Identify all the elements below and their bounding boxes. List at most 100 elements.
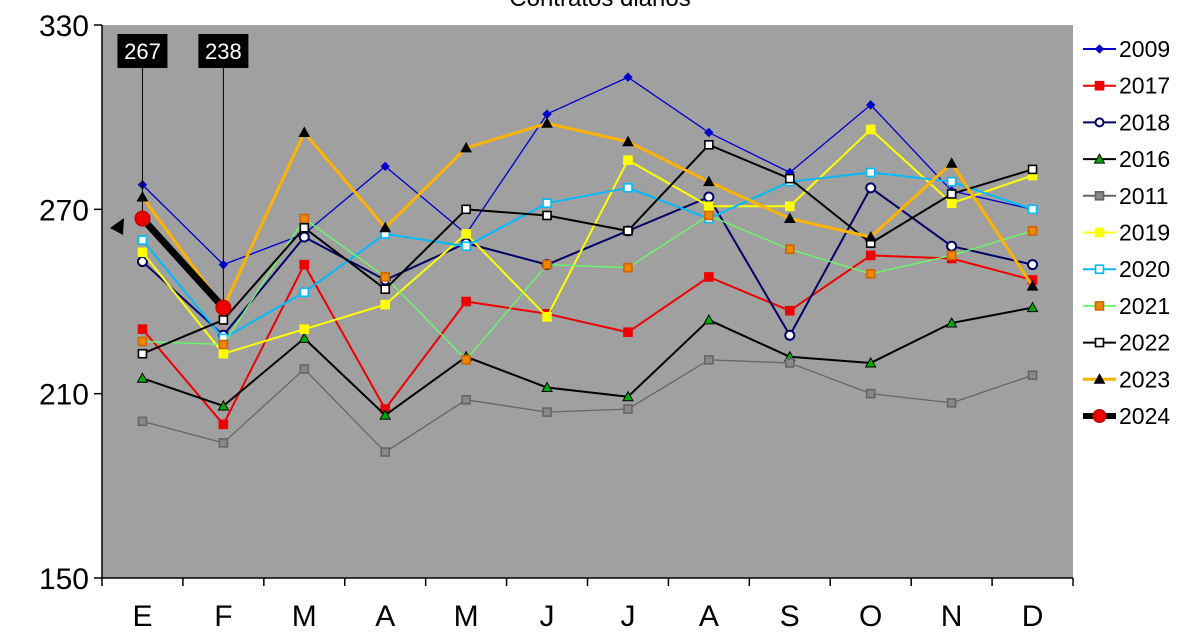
legend-label: 2019 — [1119, 220, 1170, 246]
legend-label: 2024 — [1119, 403, 1170, 429]
data-point-marker — [867, 125, 875, 133]
data-point-marker — [705, 211, 713, 219]
data-point-marker — [1029, 227, 1037, 235]
data-point-marker — [1096, 339, 1104, 347]
x-tick-label: M — [292, 600, 317, 633]
y-tick-label: 210 — [39, 379, 89, 412]
plot-area — [102, 25, 1073, 578]
data-point-marker — [786, 245, 794, 253]
data-point-marker — [624, 328, 632, 336]
callout-label: 267 — [124, 39, 161, 64]
data-point-marker — [786, 359, 794, 367]
legend-item-2018: 2018 — [1083, 109, 1170, 135]
data-point-marker — [300, 365, 308, 373]
data-point-marker — [786, 307, 794, 315]
data-point-marker — [624, 156, 632, 164]
x-tick-label: D — [1022, 600, 1044, 633]
y-tick-label: 270 — [39, 194, 89, 227]
x-tick-label: J — [540, 600, 555, 633]
data-point-marker — [867, 251, 875, 259]
data-point-marker — [219, 341, 227, 349]
data-point-marker — [867, 270, 875, 278]
data-point-marker — [462, 205, 470, 213]
data-point-marker — [786, 175, 794, 183]
data-point-marker — [948, 399, 956, 407]
data-point-marker — [1096, 302, 1104, 310]
data-point-marker — [1096, 265, 1104, 273]
data-point-marker — [462, 298, 470, 306]
x-tick-label: A — [699, 600, 719, 633]
data-point-marker — [300, 325, 308, 333]
legend-label: 2009 — [1119, 36, 1170, 62]
data-point-marker — [381, 448, 389, 456]
data-point-marker — [138, 350, 146, 358]
x-tick-label: S — [780, 600, 800, 633]
data-point-marker — [381, 273, 389, 281]
x-tick-label: E — [132, 600, 152, 633]
data-point-marker — [462, 396, 470, 404]
data-point-marker — [219, 316, 227, 324]
data-point-marker — [786, 202, 794, 210]
data-point-marker — [300, 215, 308, 223]
data-point-marker — [219, 350, 227, 358]
data-point-marker — [138, 337, 146, 345]
legend-item-2022: 2022 — [1083, 330, 1170, 356]
data-point-marker — [543, 211, 551, 219]
legend-label: 2023 — [1119, 366, 1170, 392]
y-tick-label: 150 — [39, 563, 89, 596]
x-axis-ticks: EFMAMJJASOND — [102, 578, 1073, 633]
data-point-marker — [462, 356, 470, 364]
legend-item-2021: 2021 — [1083, 293, 1170, 319]
callout-label: 238 — [205, 39, 242, 64]
y-tick-label: 330 — [39, 10, 89, 43]
legend-label: 2017 — [1119, 73, 1170, 99]
legend-label: 2011 — [1119, 183, 1168, 209]
data-point-marker — [948, 251, 956, 259]
data-point-marker — [381, 301, 389, 309]
data-point-marker — [705, 141, 713, 149]
legend: 2009 2017 2018 2016 2011 2019 2020 2021 2022 2023… — [1083, 36, 1170, 429]
y-axis-ticks: 150 210 270 330 — [39, 10, 102, 596]
x-tick-label: F — [214, 600, 232, 633]
legend-item-2019: 2019 — [1083, 220, 1170, 246]
data-point-marker — [867, 390, 875, 398]
x-tick-label: N — [941, 600, 963, 633]
legend-item-2020: 2020 — [1083, 256, 1170, 282]
data-point-marker — [300, 261, 308, 269]
data-point-marker — [135, 212, 149, 226]
legend-item-2017: 2017 — [1083, 73, 1170, 99]
data-point-marker — [624, 184, 632, 192]
data-point-marker — [704, 193, 713, 202]
chart-title: Contratos diarios — [509, 0, 690, 12]
data-point-marker — [624, 227, 632, 235]
data-point-marker — [1096, 229, 1104, 237]
legend-item-2024: 2024 — [1083, 403, 1170, 429]
legend-item-2011: 2011 — [1083, 183, 1168, 209]
data-point-marker — [138, 257, 147, 266]
legend-label: 2020 — [1119, 256, 1170, 282]
data-point-marker — [462, 230, 470, 238]
data-point-marker — [867, 168, 875, 176]
data-point-marker — [705, 273, 713, 281]
data-point-marker — [1096, 82, 1104, 90]
data-point-marker — [462, 242, 470, 250]
data-point-marker — [1096, 118, 1104, 126]
legend-item-2023: 2023 — [1083, 366, 1170, 392]
data-point-marker — [543, 261, 551, 269]
data-point-marker — [624, 405, 632, 413]
data-point-marker — [705, 356, 713, 364]
legend-label: 2022 — [1119, 330, 1170, 356]
data-point-marker — [1029, 205, 1037, 213]
data-point-marker — [948, 178, 956, 186]
data-point-marker — [705, 202, 713, 210]
data-point-marker — [785, 331, 794, 340]
data-point-marker — [381, 285, 389, 293]
x-tick-label: J — [620, 600, 635, 633]
x-tick-label: A — [375, 600, 395, 633]
data-point-marker — [138, 417, 146, 425]
legend-label: 2016 — [1119, 146, 1170, 172]
data-point-marker — [948, 199, 956, 207]
data-point-marker — [1029, 371, 1037, 379]
data-point-marker — [300, 232, 309, 241]
